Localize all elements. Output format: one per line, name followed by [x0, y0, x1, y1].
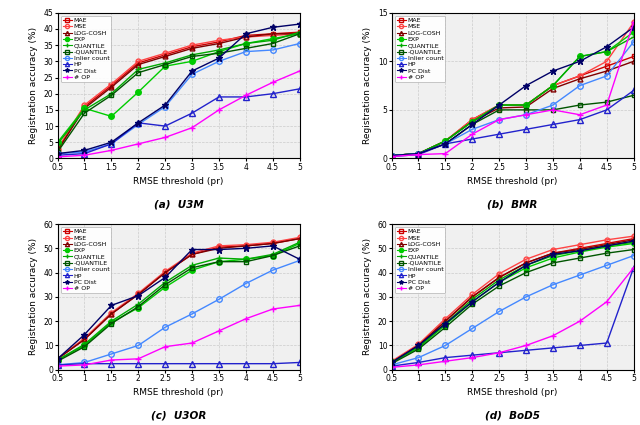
X-axis label: RMSE threshold (pr): RMSE threshold (pr) — [133, 177, 224, 186]
Text: (a)  U3M: (a) U3M — [154, 199, 204, 209]
Y-axis label: Registration accuracy (%): Registration accuracy (%) — [29, 238, 38, 355]
Legend: MAE, MSE, LOG-COSH, EXP, QUANTILE, -QUANTILE, Inlier count, HP, PC Dist, # OP: MAE, MSE, LOG-COSH, EXP, QUANTILE, -QUAN… — [61, 227, 111, 293]
Y-axis label: Registration accuracy (%): Registration accuracy (%) — [29, 27, 38, 144]
X-axis label: RMSE threshold (pr): RMSE threshold (pr) — [467, 388, 558, 397]
Y-axis label: Registration accuracy (%): Registration accuracy (%) — [364, 27, 372, 144]
X-axis label: RMSE threshold (pr): RMSE threshold (pr) — [467, 177, 558, 186]
Legend: MAE, MSE, LOG-COSH, EXP, QUANTILE, -QUANTILE, Inlier count, HP, PC Dist, # OP: MAE, MSE, LOG-COSH, EXP, QUANTILE, -QUAN… — [395, 16, 445, 82]
Text: (d)  BoD5: (d) BoD5 — [485, 411, 540, 421]
X-axis label: RMSE threshold (pr): RMSE threshold (pr) — [133, 388, 224, 397]
Legend: MAE, MSE, LOG-COSH, EXP, QUANTILE, -QUANTILE, Inlier count, HP, PC Dist, # OP: MAE, MSE, LOG-COSH, EXP, QUANTILE, -QUAN… — [395, 227, 445, 293]
Legend: MAE, MSE, LOG-COSH, EXP, QUANTILE, -QUANTILE, Inlier count, HP, PC Dist, # OP: MAE, MSE, LOG-COSH, EXP, QUANTILE, -QUAN… — [61, 16, 111, 82]
Text: (b)  BMR: (b) BMR — [488, 199, 538, 209]
Text: (c)  U3OR: (c) U3OR — [151, 411, 206, 421]
Y-axis label: Registration accuracy (%): Registration accuracy (%) — [363, 238, 372, 355]
